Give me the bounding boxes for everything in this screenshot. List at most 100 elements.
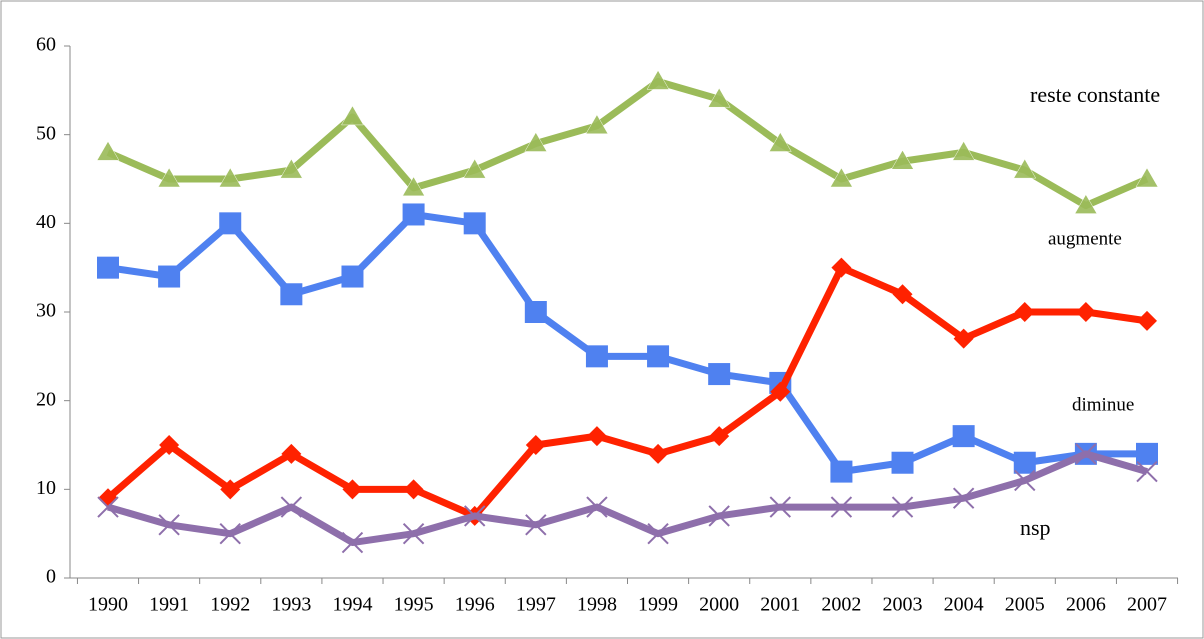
- marker: [830, 496, 853, 518]
- marker: [953, 328, 974, 349]
- marker: [463, 212, 486, 235]
- x-tick-label: 1994: [332, 594, 372, 616]
- marker: [157, 167, 181, 188]
- y-tick-label: 40: [36, 211, 56, 233]
- y-tick-label: 30: [36, 300, 56, 322]
- marker: [402, 203, 425, 226]
- y-tick-label: 0: [46, 566, 56, 588]
- marker: [463, 158, 487, 179]
- y-tick-label: 20: [36, 388, 56, 410]
- marker: [707, 87, 731, 108]
- marker: [768, 132, 792, 152]
- marker: [159, 435, 180, 455]
- marker: [524, 132, 548, 152]
- x-tick-label: 1991: [149, 594, 189, 616]
- marker: [1136, 460, 1158, 483]
- marker: [1075, 443, 1097, 465]
- marker: [586, 496, 608, 518]
- x-tick-label: 1993: [271, 594, 311, 616]
- marker: [341, 531, 364, 554]
- series-line: [107, 450, 1148, 547]
- series-line: [105, 264, 1148, 520]
- marker: [158, 265, 181, 288]
- marker: [525, 435, 546, 455]
- marker: [525, 514, 547, 536]
- x-tick-label: 1990: [88, 594, 128, 616]
- marker: [892, 284, 913, 305]
- marker: [647, 522, 669, 545]
- x-tick-label: 1992: [210, 594, 250, 616]
- x-tick-label: 2001: [760, 594, 800, 616]
- marker: [1014, 302, 1035, 322]
- x-tick-label: 2005: [1005, 594, 1045, 616]
- x-tick-label: 2007: [1127, 594, 1167, 616]
- marker: [342, 479, 363, 500]
- marker: [403, 479, 424, 500]
- y-tick-label: 60: [36, 34, 56, 56]
- marker: [463, 505, 486, 527]
- marker: [97, 256, 119, 279]
- marker: [891, 496, 914, 518]
- marker: [830, 460, 853, 483]
- marker: [952, 487, 975, 509]
- marker: [1074, 194, 1098, 214]
- marker: [1137, 310, 1157, 331]
- x-tick-label: 1998: [577, 594, 617, 616]
- marker: [280, 283, 303, 306]
- series-label: reste constante: [1030, 82, 1160, 107]
- marker: [831, 257, 852, 278]
- y-tick-label: 10: [36, 477, 56, 499]
- x-tick-label: 2006: [1066, 594, 1106, 616]
- marker: [829, 167, 853, 188]
- x-tick-label: 1995: [394, 594, 434, 616]
- marker: [648, 443, 669, 464]
- marker: [524, 301, 547, 323]
- series-label: nsp: [1020, 515, 1051, 540]
- marker: [220, 479, 241, 500]
- series-label: diminue: [1072, 394, 1134, 415]
- series-line: [106, 77, 1149, 210]
- x-tick-label: 1997: [516, 594, 556, 616]
- marker: [1135, 167, 1159, 188]
- marker: [647, 345, 670, 368]
- marker: [952, 425, 975, 448]
- x-tick-label: 2000: [699, 594, 739, 616]
- y-tick-label: 50: [36, 122, 56, 144]
- marker: [770, 381, 791, 402]
- x-tick-label: 2002: [821, 594, 861, 616]
- marker: [1014, 469, 1036, 492]
- marker: [891, 149, 914, 170]
- marker: [586, 426, 607, 447]
- marker: [402, 522, 425, 545]
- series-label: augmente: [1048, 228, 1122, 249]
- marker: [341, 105, 364, 126]
- marker: [218, 167, 242, 188]
- marker: [1013, 158, 1037, 179]
- marker: [891, 451, 914, 474]
- marker: [96, 140, 120, 161]
- marker: [585, 345, 608, 368]
- marker: [646, 69, 670, 90]
- marker: [708, 505, 730, 527]
- marker: [341, 265, 364, 288]
- marker: [219, 522, 241, 545]
- x-tick-label: 1999: [638, 594, 678, 616]
- x-tick-label: 1996: [455, 594, 495, 616]
- marker: [952, 140, 976, 161]
- marker: [158, 514, 180, 536]
- marker: [709, 426, 730, 447]
- marker: [1013, 451, 1036, 474]
- marker: [219, 212, 242, 235]
- marker: [769, 496, 792, 518]
- marker: [97, 496, 119, 518]
- marker: [708, 363, 731, 386]
- marker: [402, 176, 426, 197]
- x-tick-label: 2004: [944, 594, 984, 616]
- marker: [1075, 302, 1096, 322]
- marker: [279, 158, 303, 179]
- marker: [280, 496, 303, 518]
- marker: [1136, 442, 1158, 465]
- x-tick-label: 2003: [883, 594, 923, 616]
- marker: [281, 443, 302, 464]
